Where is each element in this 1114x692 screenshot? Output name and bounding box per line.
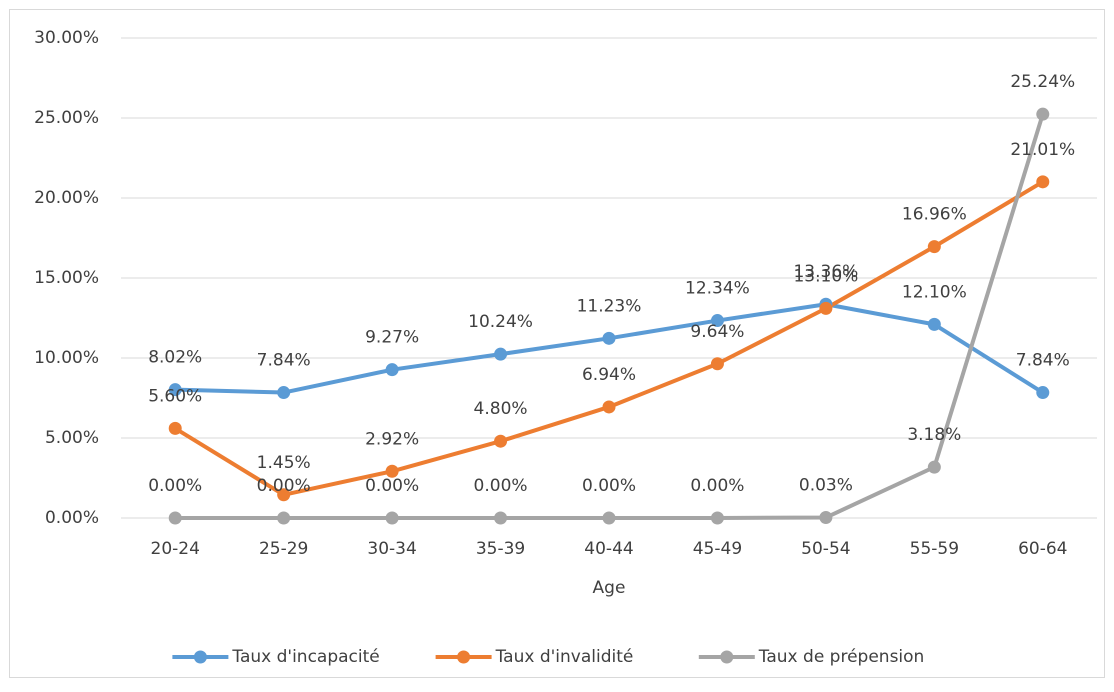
legend-marker	[457, 650, 471, 664]
point	[494, 511, 508, 525]
y-tick-label: 0.00%	[45, 508, 99, 528]
data-label: 0.00%	[257, 476, 311, 496]
y-tick-label: 30.00%	[34, 28, 99, 48]
y-tick-label: 5.00%	[45, 428, 99, 448]
point	[168, 421, 182, 435]
point	[602, 511, 616, 525]
data-label: 1.45%	[257, 453, 311, 473]
legend-label: Taux d'invalidité	[495, 647, 634, 667]
data-label: 7.84%	[1016, 351, 1070, 371]
data-label: 2.92%	[365, 429, 419, 449]
legend-marker	[720, 650, 734, 664]
data-label: 6.94%	[582, 365, 636, 385]
data-label: 0.00%	[474, 476, 528, 496]
data-label: 3.18%	[907, 425, 961, 445]
legend-label: Taux de prépension	[758, 647, 925, 667]
point	[1036, 386, 1050, 400]
point	[1036, 107, 1050, 121]
y-tick-label: 25.00%	[34, 108, 99, 128]
data-label: 21.01%	[1010, 140, 1075, 160]
data-label: 7.84%	[257, 351, 311, 371]
point	[277, 511, 291, 525]
data-label: 25.24%	[1010, 72, 1075, 92]
point	[494, 347, 508, 361]
x-tick-label: 30-34	[367, 539, 416, 559]
data-label: 9.64%	[690, 322, 744, 342]
y-tick-label: 20.00%	[34, 188, 99, 208]
point	[819, 511, 833, 525]
point	[385, 363, 399, 377]
point	[710, 314, 724, 328]
point	[277, 386, 291, 400]
x-tick-label: 45-49	[693, 539, 742, 559]
point	[385, 511, 399, 525]
data-label: 0.00%	[365, 476, 419, 496]
x-tick-label: 55-59	[910, 539, 959, 559]
legend-label: Taux d'incapacité	[231, 647, 379, 667]
x-tick-label: 50-54	[801, 539, 850, 559]
data-label: 8.02%	[148, 348, 202, 368]
point	[602, 331, 616, 345]
data-label: 0.00%	[690, 476, 744, 496]
data-label: 12.10%	[902, 282, 967, 302]
x-axis-title: Age	[593, 578, 626, 598]
data-label: 13.36%	[793, 262, 858, 282]
point	[927, 317, 941, 331]
point	[710, 357, 724, 371]
data-label: 0.03%	[799, 476, 853, 496]
chart-border	[9, 9, 1105, 678]
x-tick-label: 20-24	[151, 539, 200, 559]
y-tick-label: 15.00%	[34, 268, 99, 288]
x-tick-label: 60-64	[1018, 539, 1067, 559]
point	[927, 460, 941, 474]
legend-marker	[193, 650, 207, 664]
x-tick-label: 35-39	[476, 539, 525, 559]
x-tick-label: 40-44	[584, 539, 633, 559]
data-label: 11.23%	[577, 296, 642, 316]
data-label: 0.00%	[148, 476, 202, 496]
y-tick-label: 10.00%	[34, 348, 99, 368]
point	[494, 434, 508, 448]
data-label: 5.60%	[148, 386, 202, 406]
point	[168, 511, 182, 525]
data-label: 10.24%	[468, 312, 533, 332]
point	[1036, 175, 1050, 189]
data-label: 16.96%	[902, 205, 967, 225]
point	[819, 301, 833, 315]
data-label: 0.00%	[582, 476, 636, 496]
data-label: 4.80%	[474, 399, 528, 419]
point	[277, 488, 291, 502]
point	[168, 383, 182, 397]
x-tick-label: 25-29	[259, 539, 308, 559]
data-label: 9.27%	[365, 328, 419, 348]
point	[385, 464, 399, 478]
point	[710, 511, 724, 525]
data-label: 13.10%	[793, 266, 858, 286]
point	[602, 400, 616, 414]
data-label: 12.34%	[685, 279, 750, 299]
point	[927, 240, 941, 254]
